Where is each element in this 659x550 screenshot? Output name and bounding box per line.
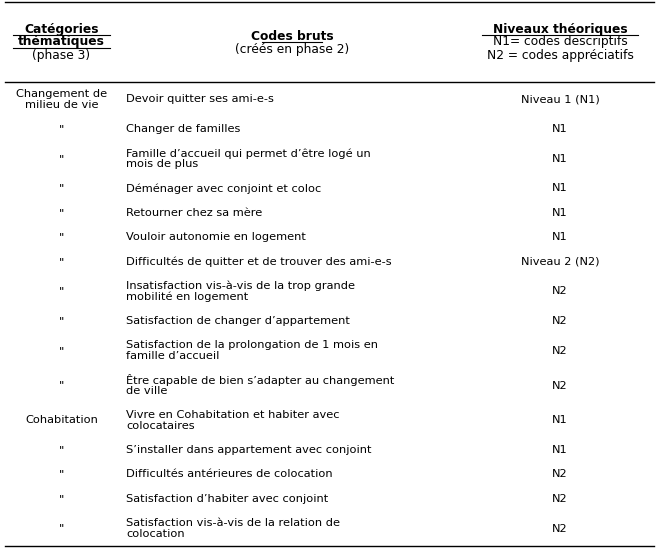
Text: ": ": [59, 316, 64, 326]
Text: Insatisfaction vis-à-vis de la trop grande: Insatisfaction vis-à-vis de la trop gran…: [126, 280, 355, 291]
Text: Vivre en Cohabitation et habiter avec: Vivre en Cohabitation et habiter avec: [126, 410, 339, 420]
Text: N1: N1: [552, 445, 568, 455]
Text: ": ": [59, 381, 64, 390]
Text: ": ": [59, 287, 64, 296]
Text: Cohabitation: Cohabitation: [25, 415, 98, 425]
Text: ": ": [59, 470, 64, 480]
Text: Catégories: Catégories: [24, 23, 99, 36]
Text: mobilité en logement: mobilité en logement: [126, 292, 248, 302]
Text: Difficultés antérieures de colocation: Difficultés antérieures de colocation: [126, 470, 333, 480]
Text: colocation: colocation: [126, 529, 185, 539]
Text: ": ": [59, 208, 64, 218]
Text: Satisfaction vis-à-vis de la relation de: Satisfaction vis-à-vis de la relation de: [126, 518, 340, 528]
Text: N2: N2: [552, 381, 568, 390]
Text: ": ": [59, 232, 64, 242]
Text: Niveau 2 (N2): Niveau 2 (N2): [521, 257, 599, 267]
Text: Vouloir autonomie en logement: Vouloir autonomie en logement: [126, 232, 306, 242]
Text: S’installer dans appartement avec conjoint: S’installer dans appartement avec conjoi…: [126, 445, 372, 455]
Text: N2: N2: [552, 316, 568, 326]
Text: Changement de: Changement de: [16, 89, 107, 99]
Text: N1= codes descriptifs: N1= codes descriptifs: [493, 36, 627, 48]
Text: N1: N1: [552, 232, 568, 242]
Text: (créés en phase 2): (créés en phase 2): [235, 43, 349, 57]
Text: N2: N2: [552, 524, 568, 534]
Text: Satisfaction de changer d’appartement: Satisfaction de changer d’appartement: [126, 316, 350, 326]
Text: de ville: de ville: [126, 386, 167, 396]
Text: colocataires: colocataires: [126, 421, 194, 431]
Text: Satisfaction de la prolongation de 1 mois en: Satisfaction de la prolongation de 1 moi…: [126, 340, 378, 350]
Text: milieu de vie: milieu de vie: [25, 100, 98, 110]
Text: Difficultés de quitter et de trouver des ami-e-s: Difficultés de quitter et de trouver des…: [126, 256, 391, 267]
Text: ": ": [59, 124, 64, 134]
Text: ": ": [59, 445, 64, 455]
Text: ": ": [59, 257, 64, 267]
Text: ": ": [59, 494, 64, 504]
Text: N1: N1: [552, 154, 568, 164]
Text: Famille d’accueil qui permet d’être logé un: Famille d’accueil qui permet d’être logé…: [126, 148, 371, 158]
Text: N1: N1: [552, 415, 568, 425]
Text: ": ": [59, 154, 64, 164]
Text: Codes bruts: Codes bruts: [250, 30, 333, 42]
Text: Niveau 1 (N1): Niveau 1 (N1): [521, 95, 600, 104]
Text: Changer de familles: Changer de familles: [126, 124, 241, 134]
Text: ": ": [59, 345, 64, 356]
Text: Niveaux théoriques: Niveaux théoriques: [493, 23, 627, 36]
Text: N2: N2: [552, 494, 568, 504]
Text: N2: N2: [552, 345, 568, 356]
Text: N2: N2: [552, 287, 568, 296]
Text: ": ": [59, 183, 64, 194]
Text: famille d’accueil: famille d’accueil: [126, 351, 219, 361]
Text: (phase 3): (phase 3): [32, 48, 90, 62]
Text: mois de plus: mois de plus: [126, 160, 198, 169]
Text: N2: N2: [552, 470, 568, 480]
Text: Déménager avec conjoint et coloc: Déménager avec conjoint et coloc: [126, 183, 321, 194]
Text: N1: N1: [552, 183, 568, 194]
Text: N1: N1: [552, 124, 568, 134]
Text: Retourner chez sa mère: Retourner chez sa mère: [126, 208, 262, 218]
Text: thématiques: thématiques: [18, 36, 105, 48]
Text: N2 = codes appréciatifs: N2 = codes appréciatifs: [486, 48, 633, 62]
Text: Devoir quitter ses ami-e-s: Devoir quitter ses ami-e-s: [126, 95, 274, 104]
Text: Satisfaction d’habiter avec conjoint: Satisfaction d’habiter avec conjoint: [126, 494, 328, 504]
Text: Être capable de bien s’adapter au changement: Être capable de bien s’adapter au change…: [126, 374, 394, 386]
Text: ": ": [59, 524, 64, 534]
Text: N1: N1: [552, 208, 568, 218]
